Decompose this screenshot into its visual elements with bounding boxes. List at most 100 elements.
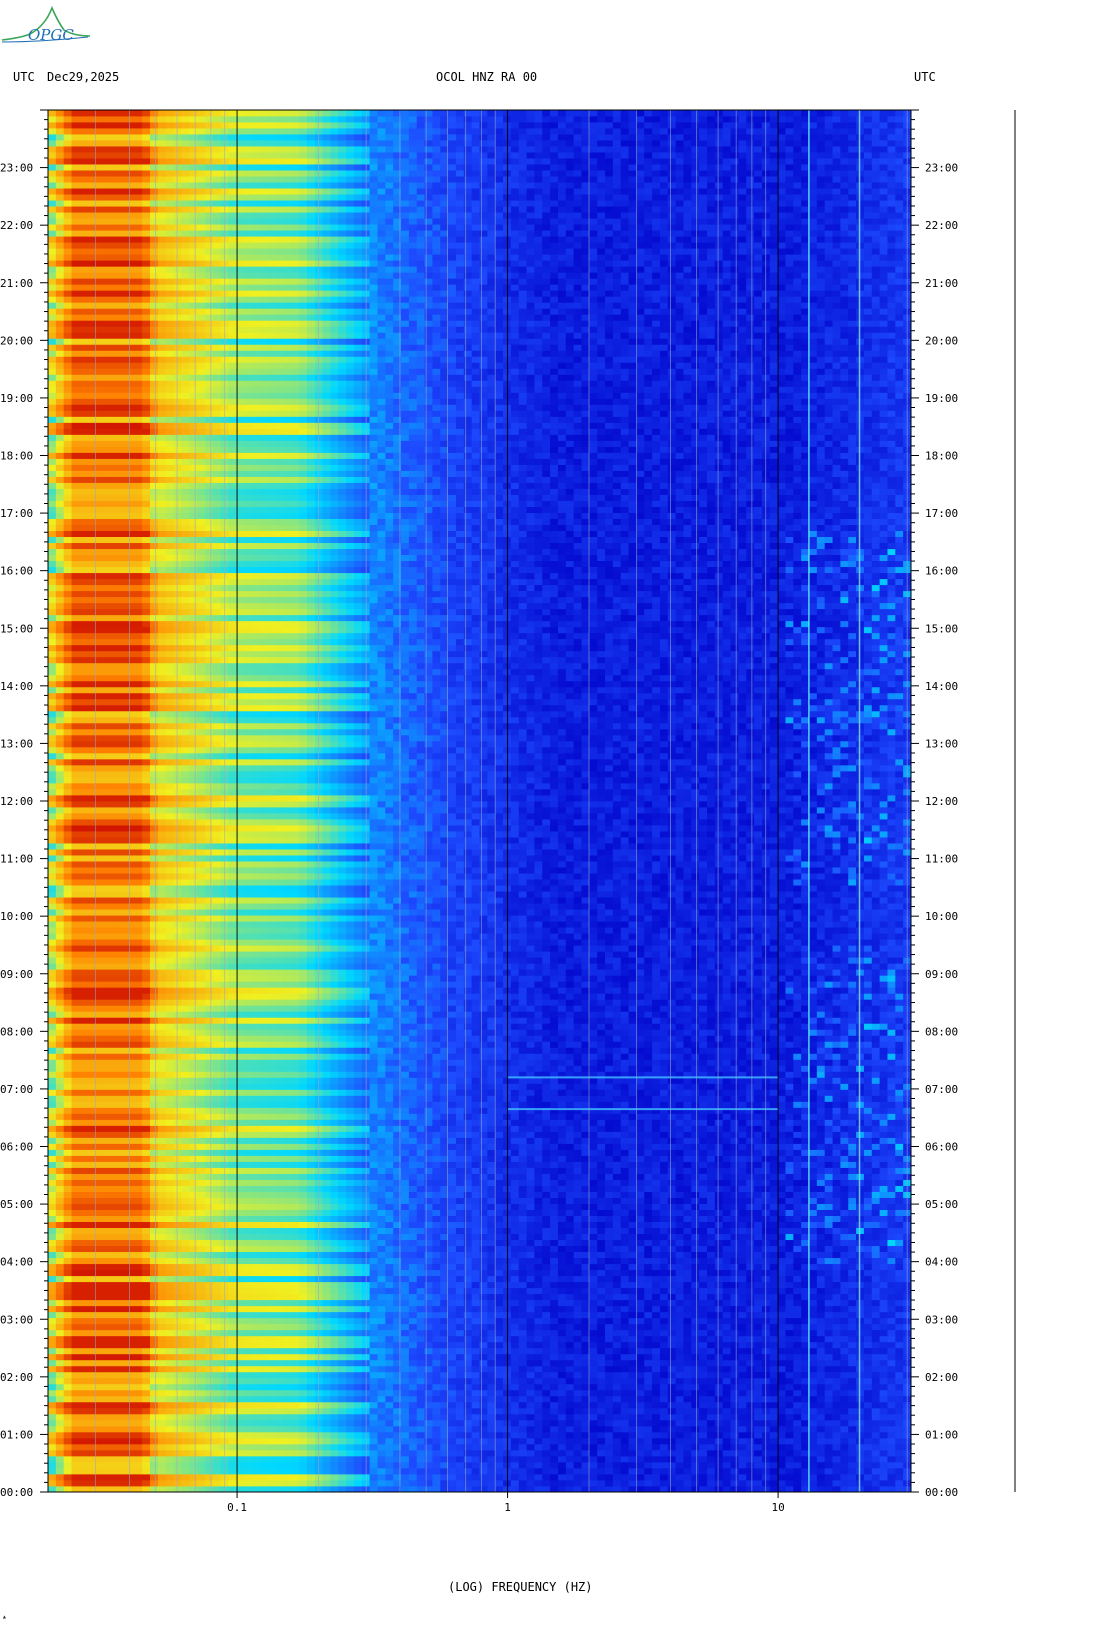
- heatmap-cell: [79, 1089, 87, 1095]
- heatmap-cell: [181, 807, 189, 813]
- heatmap-cell: [48, 1420, 56, 1426]
- heatmap-cell: [111, 1162, 119, 1168]
- heatmap-cell: [111, 843, 119, 849]
- heatmap-cell: [72, 350, 80, 356]
- heatmap-cell: [119, 1162, 127, 1168]
- heatmap-cell: [158, 531, 166, 537]
- heatmap-cell: [64, 308, 72, 314]
- heatmap-cell: [166, 1252, 174, 1258]
- heatmap-cell: [111, 1408, 119, 1414]
- heatmap-cell: [134, 567, 142, 573]
- heatmap-cell: [56, 176, 64, 182]
- heatmap-cell: [56, 1017, 64, 1023]
- heatmap-cell: [142, 723, 150, 729]
- heatmap-cell: [134, 975, 142, 981]
- heatmap-cell: [166, 1456, 174, 1462]
- heatmap-cell: [174, 1089, 182, 1095]
- heatmap-cell: [166, 513, 174, 519]
- heatmap-cell: [87, 453, 95, 459]
- heatmap-cell: [197, 573, 205, 579]
- heatmap-cell: [72, 1198, 80, 1204]
- heatmap-cell: [72, 885, 80, 891]
- heatmap-cell: [79, 1029, 87, 1035]
- heatmap-cell: [95, 963, 103, 969]
- heatmap-cell: [103, 290, 111, 296]
- heatmap-cell: [103, 242, 111, 248]
- heatmap-cell: [103, 260, 111, 266]
- heatmap-cell: [213, 807, 221, 813]
- heatmap-cell: [150, 170, 158, 176]
- heatmap-cell: [158, 561, 166, 567]
- heatmap-cell: [95, 597, 103, 603]
- heatmap-cell: [79, 1210, 87, 1216]
- heatmap-cell: [158, 927, 166, 933]
- heatmap-cell: [95, 507, 103, 513]
- heatmap-cell: [166, 1276, 174, 1282]
- heatmap-cell: [126, 314, 134, 320]
- heatmap-cell: [205, 182, 213, 188]
- heatmap-cell: [79, 687, 87, 693]
- heatmap-cell: [205, 615, 213, 621]
- heatmap-cell: [205, 759, 213, 765]
- heatmap-cell: [126, 308, 134, 314]
- heatmap-cell: [134, 1396, 142, 1402]
- heatmap-cell: [64, 639, 72, 645]
- heatmap-cell: [150, 867, 158, 873]
- heatmap-cell: [181, 477, 189, 483]
- heatmap-cell: [205, 1113, 213, 1119]
- heatmap-cell: [95, 897, 103, 903]
- heatmap-cell: [134, 729, 142, 735]
- heatmap-cell: [174, 1414, 182, 1420]
- heatmap-cell: [174, 1228, 182, 1234]
- heatmap-cell: [205, 248, 213, 254]
- heatmap-cell: [213, 567, 221, 573]
- heatmap-cell: [56, 1420, 64, 1426]
- heatmap-cell: [181, 434, 189, 440]
- heatmap-cell: [64, 717, 72, 723]
- heatmap-cell: [56, 921, 64, 927]
- heatmap-cell: [103, 711, 111, 717]
- heatmap-cell: [64, 795, 72, 801]
- heatmap-cell: [79, 320, 87, 326]
- heatmap-cell: [126, 1011, 134, 1017]
- heatmap-cell: [64, 711, 72, 717]
- heatmap-cell: [72, 1041, 80, 1047]
- heatmap-cell: [111, 1204, 119, 1210]
- heatmap-cell: [181, 639, 189, 645]
- heatmap-cell: [189, 338, 197, 344]
- heatmap-cell: [87, 495, 95, 501]
- heatmap-cell: [189, 206, 197, 212]
- heatmap-cell: [126, 446, 134, 452]
- heatmap-cell: [126, 963, 134, 969]
- heatmap-cell: [197, 260, 205, 266]
- heatmap-cell: [119, 459, 127, 465]
- heatmap-cell: [56, 1450, 64, 1456]
- heatmap-cell: [111, 1372, 119, 1378]
- heatmap-cell: [158, 807, 166, 813]
- heatmap-cell: [48, 765, 56, 771]
- heatmap-cell: [166, 1402, 174, 1408]
- heatmap-cell: [166, 152, 174, 158]
- heatmap-cell: [72, 471, 80, 477]
- heatmap-cell: [181, 1125, 189, 1131]
- heatmap-cell: [103, 879, 111, 885]
- heatmap-cell: [142, 579, 150, 585]
- heatmap-cell: [142, 459, 150, 465]
- heatmap-cell: [103, 597, 111, 603]
- heatmap-cell: [197, 1047, 205, 1053]
- heatmap-cell: [95, 404, 103, 410]
- heatmap-cell: [103, 1336, 111, 1342]
- heatmap-cell: [87, 909, 95, 915]
- heatmap-cell: [72, 1390, 80, 1396]
- heatmap-cell: [64, 1222, 72, 1228]
- heatmap-cell: [134, 446, 142, 452]
- heatmap-cell: [197, 206, 205, 212]
- heatmap-cell: [56, 1234, 64, 1240]
- heatmap-cell: [111, 344, 119, 350]
- heatmap-cell: [158, 723, 166, 729]
- heatmap-cell: [87, 1288, 95, 1294]
- heatmap-cell: [72, 410, 80, 416]
- heatmap-cell: [134, 1342, 142, 1348]
- heatmap-cell: [205, 158, 213, 164]
- heatmap-cell: [72, 170, 80, 176]
